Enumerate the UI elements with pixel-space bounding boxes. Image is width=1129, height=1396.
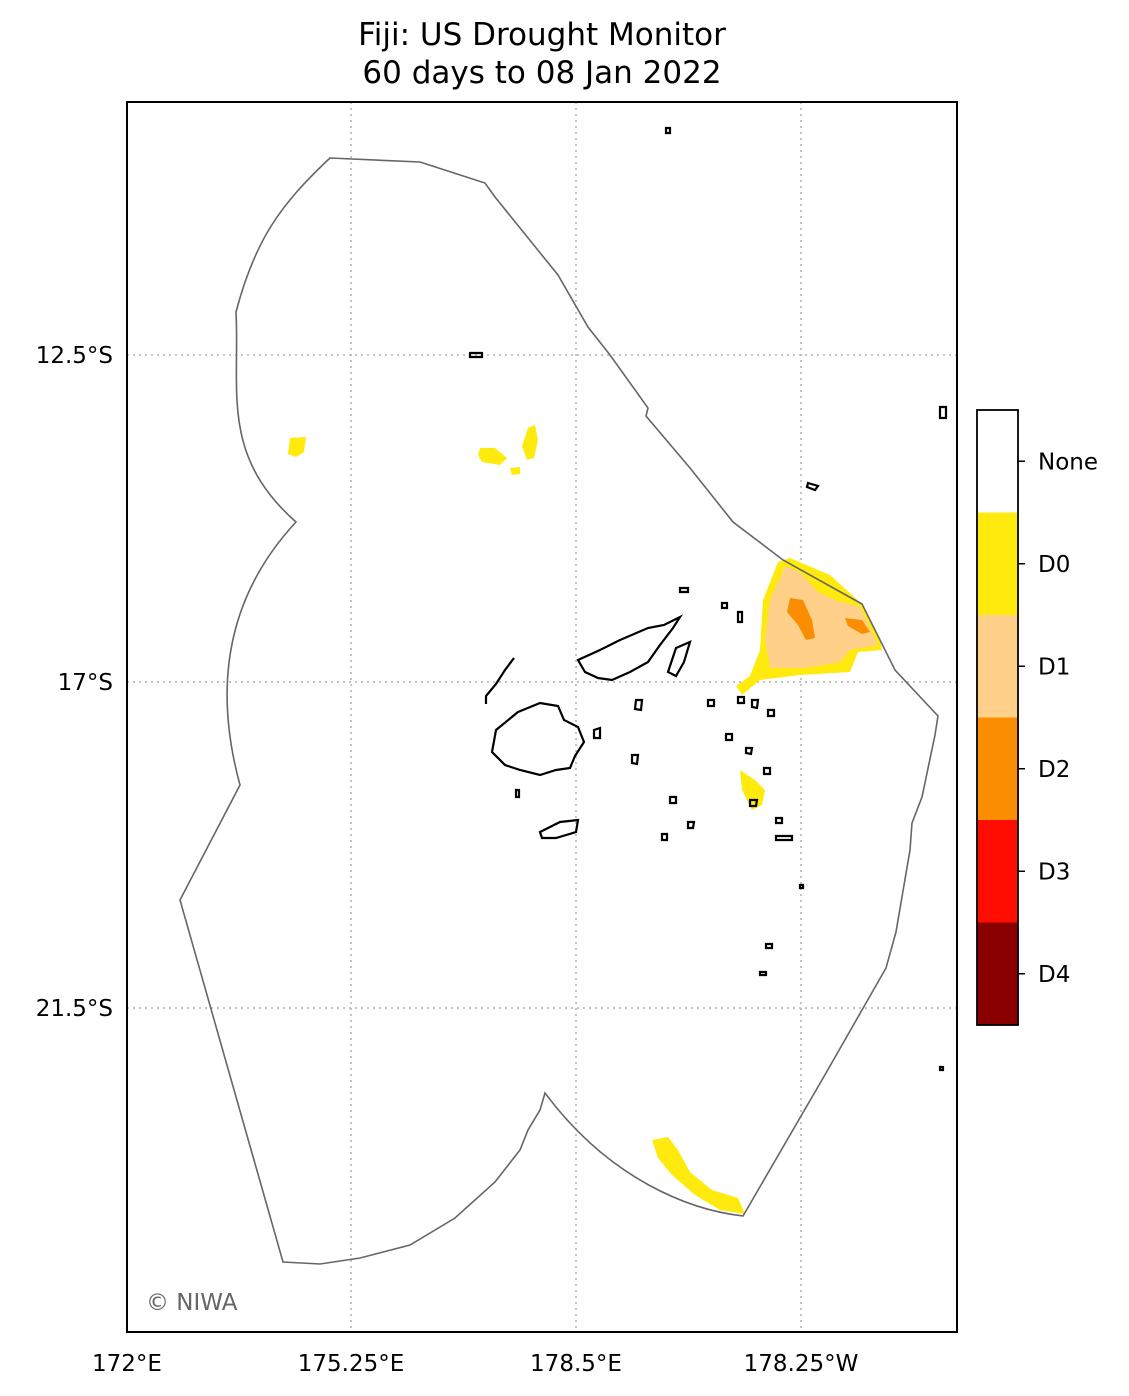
vanua-levu-island — [576, 614, 684, 682]
y-tick-label: 12.5°S — [36, 343, 113, 369]
lau-islet-f — [744, 746, 754, 756]
drought-area-d2-northeast — [787, 598, 815, 640]
x-tick-label: 172°E — [92, 1351, 162, 1377]
matuku-island — [660, 832, 669, 842]
drought-area-d0-lau — [740, 770, 765, 810]
lau-islet-i — [774, 834, 794, 842]
drought-areas — [288, 425, 882, 1214]
legend-label-d1: D1 — [1038, 654, 1070, 680]
gridlines — [127, 102, 957, 1332]
qelelevu-islet — [678, 586, 690, 594]
moala-island — [668, 795, 678, 805]
north-atoll-island — [664, 126, 672, 135]
lakeba-island — [748, 798, 759, 808]
fulaga-islet — [798, 883, 805, 890]
x-tick-label: 178.25°W — [744, 1351, 859, 1377]
copyright-notice: © NIWA — [146, 1290, 238, 1316]
map-subtitle: 60 days to 08 Jan 2022 — [362, 55, 722, 91]
legend-swatch-d3 — [977, 820, 1018, 923]
y-tick-label: 17°S — [58, 670, 113, 696]
map-title: Fiji: US Drought Monitor — [358, 17, 726, 53]
x-tick-label: 178.5°E — [530, 1351, 622, 1377]
drought-area-d0-rotuma-a — [478, 448, 507, 465]
lau-islet-h — [774, 816, 784, 825]
south-lau-islet — [758, 970, 768, 977]
vatulele-island — [514, 788, 521, 799]
lau-islet-d — [766, 708, 776, 718]
eez-boundary — [179, 157, 939, 1265]
gau-island — [630, 753, 640, 766]
taveuni-island — [666, 640, 692, 678]
wailagilala-islet — [720, 601, 729, 610]
yasawa-islands — [484, 657, 515, 704]
coastlines — [468, 126, 948, 1072]
drought-area-d2-east — [845, 618, 870, 634]
viti-levu-island — [490, 701, 586, 777]
x-tick-label: 175.25°E — [298, 1351, 405, 1377]
lau-islet-b — [736, 695, 746, 705]
legend-swatch-d0 — [977, 512, 1018, 615]
x-axis-ticks: 172°E 175.25°E 178.5°E 178.25°W — [92, 1351, 858, 1377]
lau-islet-c — [750, 698, 760, 710]
totoya-island — [686, 820, 696, 830]
lau-islet-a — [706, 698, 716, 708]
cikobia-island — [805, 481, 820, 492]
lau-islet-e — [724, 732, 734, 742]
legend-colorbar: None D0 D1 D2 D3 D4 — [976, 409, 1098, 1026]
legend-swatch-d2 — [977, 717, 1018, 820]
legend-label-d0: D0 — [1038, 552, 1070, 578]
legend-label-d3: D3 — [1038, 859, 1070, 885]
legend-swatch-d1 — [977, 615, 1018, 718]
legend-swatch-d4 — [977, 922, 1018, 1025]
drought-area-d0-west — [288, 437, 306, 457]
ono-i-lau-islet — [764, 942, 774, 950]
koro-island — [633, 698, 644, 712]
legend-swatch-none — [977, 410, 1018, 513]
legend-label-d2: D2 — [1038, 757, 1070, 783]
y-axis-ticks: 12.5°S 17°S 21.5°S — [36, 343, 113, 1022]
drought-area-d0-rotuma-c — [510, 467, 520, 475]
vanua-balavu-island — [736, 610, 744, 624]
drought-area-d1-northeast — [765, 566, 878, 668]
drought-area-d0-rotuma-b — [522, 425, 538, 460]
rotuma-island — [468, 351, 484, 359]
lau-islet-g — [762, 766, 772, 776]
drought-area-d0-south — [652, 1137, 745, 1214]
southeast-islet — [938, 1065, 945, 1072]
legend-frame — [976, 409, 1019, 1026]
legend-label-d4: D4 — [1038, 962, 1070, 988]
kadavu-island — [538, 818, 580, 840]
map-frame — [126, 101, 958, 1333]
ovalau-island — [592, 726, 602, 740]
northeast-islet — [938, 405, 948, 420]
legend-label-none: None — [1038, 449, 1098, 475]
y-tick-label: 21.5°S — [36, 996, 113, 1022]
